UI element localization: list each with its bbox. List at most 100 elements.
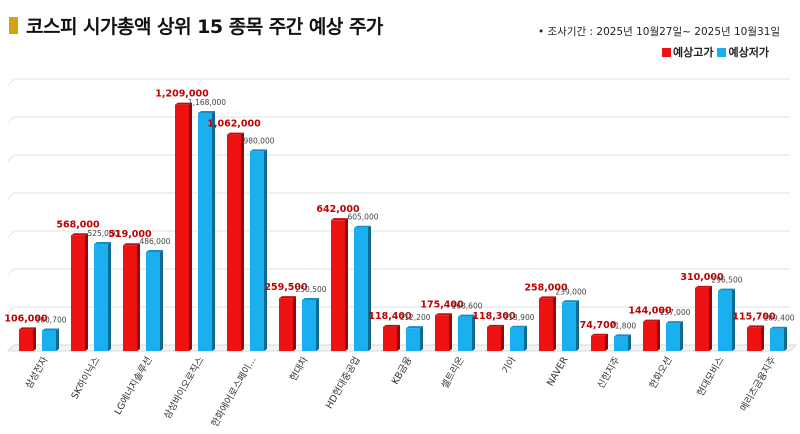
data-label-low: 112,200 bbox=[399, 313, 430, 322]
bar-high-side bbox=[241, 132, 244, 351]
data-label-low: 1,168,000 bbox=[188, 98, 226, 107]
bar-low bbox=[42, 330, 56, 351]
data-label-low: 605,000 bbox=[347, 213, 378, 222]
data-label-high: 144,000 bbox=[628, 306, 672, 317]
bar-high bbox=[227, 134, 241, 351]
data-label-high: 642,000 bbox=[316, 204, 360, 215]
data-label-high: 118,300 bbox=[472, 311, 516, 322]
category-label: 신한지주 bbox=[596, 355, 623, 391]
bar-low bbox=[94, 244, 108, 351]
legend-swatch-low bbox=[717, 47, 727, 57]
data-label-low: 486,000 bbox=[139, 237, 170, 246]
bar-low bbox=[770, 328, 784, 351]
data-label-high: 1,062,000 bbox=[207, 119, 261, 130]
bar-high-top bbox=[175, 102, 192, 105]
grid-line-depth bbox=[7, 116, 15, 124]
data-label-low: 168,600 bbox=[451, 302, 482, 311]
bar-high bbox=[19, 329, 33, 351]
bar-high-top bbox=[643, 319, 660, 322]
bar-low bbox=[718, 290, 732, 351]
grid-line-depth bbox=[7, 78, 15, 86]
category-label: 현대차 bbox=[287, 354, 311, 383]
bar-high-side bbox=[501, 324, 504, 351]
bar-high bbox=[279, 298, 293, 351]
data-label-high: 118,400 bbox=[368, 311, 412, 322]
category-label: 기아 bbox=[500, 355, 518, 376]
bar-high-side bbox=[33, 327, 36, 351]
bar-low-top bbox=[718, 288, 735, 291]
bar-low-side bbox=[108, 242, 111, 351]
bar-high-side bbox=[709, 285, 712, 351]
bar-high-side bbox=[605, 333, 608, 351]
bar-low bbox=[302, 299, 316, 351]
bar-low-side bbox=[472, 314, 475, 351]
bar-low-top bbox=[198, 111, 215, 114]
bar-low bbox=[458, 316, 472, 351]
bar-low-top bbox=[770, 326, 787, 329]
legend-swatch-high bbox=[662, 47, 671, 57]
bar-high bbox=[747, 327, 761, 351]
category-label: 셀트리온 bbox=[440, 355, 467, 391]
bar-high-side bbox=[85, 233, 88, 351]
bar-high-top bbox=[487, 324, 504, 327]
bar-low bbox=[666, 323, 680, 351]
bar-high bbox=[591, 335, 605, 351]
bar-high-side bbox=[397, 324, 400, 351]
bar-low bbox=[562, 302, 576, 351]
bar-low-top bbox=[302, 297, 319, 300]
bar-low-top bbox=[42, 328, 59, 331]
chart-title: 코스피 시가총액 상위 15 종목 주간 예상 주가 bbox=[26, 16, 383, 38]
bar-low-side bbox=[316, 297, 319, 351]
survey-period-text: 조사기간 : 2025년 10월27일~ 2025년 10월31일 bbox=[547, 26, 781, 38]
bar-low bbox=[406, 328, 420, 351]
bar-high-top bbox=[227, 132, 244, 135]
bar-low-side bbox=[420, 326, 423, 351]
bar-high-top bbox=[123, 243, 140, 246]
category-label: HD현대중공업 bbox=[323, 355, 362, 411]
bar-high-top bbox=[591, 333, 608, 336]
bar-high bbox=[487, 326, 501, 351]
bar-high bbox=[71, 235, 85, 351]
bar-high bbox=[643, 321, 657, 351]
category-label: 삼성바이오로직스 bbox=[162, 355, 207, 421]
data-label-low: 250,500 bbox=[295, 285, 326, 294]
data-label-high: 74,700 bbox=[580, 320, 617, 331]
bar-low-side bbox=[56, 328, 59, 351]
category-label: 삼성전자 bbox=[24, 355, 51, 391]
bar-low-side bbox=[576, 300, 579, 351]
legend-label-high: 예상고가 bbox=[673, 46, 714, 59]
title-mark bbox=[9, 17, 18, 34]
data-label-high: 568,000 bbox=[56, 219, 100, 230]
category-label: 현대모비스 bbox=[695, 355, 727, 399]
bar-high-top bbox=[435, 313, 452, 316]
grid-line-depth bbox=[7, 230, 15, 238]
bar-low-side bbox=[264, 149, 267, 351]
bar-low-side bbox=[732, 288, 735, 351]
grid-line-depth bbox=[7, 306, 15, 314]
bar-high-top bbox=[695, 285, 712, 288]
bar-low-top bbox=[614, 334, 631, 337]
data-label-low: 71,800 bbox=[610, 321, 636, 330]
bar-low bbox=[146, 251, 160, 351]
bar-high-side bbox=[553, 296, 556, 351]
bar-high bbox=[383, 326, 397, 351]
bar-high bbox=[123, 245, 137, 351]
bar-high bbox=[539, 298, 553, 351]
bar-low bbox=[198, 113, 212, 351]
data-label-high: 519,000 bbox=[108, 229, 152, 240]
category-label: 한화에어로스페이... bbox=[210, 355, 259, 429]
bar-low-side bbox=[680, 321, 683, 351]
data-label-high: 259,500 bbox=[264, 282, 308, 293]
bar-high-side bbox=[761, 325, 764, 351]
grid-line-depth bbox=[7, 268, 15, 276]
bar-high-side bbox=[137, 243, 140, 351]
data-label-low: 525,000 bbox=[87, 229, 118, 238]
bar-high-side bbox=[293, 296, 296, 351]
data-label-high: 310,000 bbox=[680, 272, 724, 283]
bar-high bbox=[435, 315, 449, 351]
category-label: 한화오션 bbox=[648, 355, 675, 391]
category-label: NAVER bbox=[545, 355, 571, 389]
bar-low bbox=[250, 151, 264, 351]
bar-high-side bbox=[345, 218, 348, 351]
